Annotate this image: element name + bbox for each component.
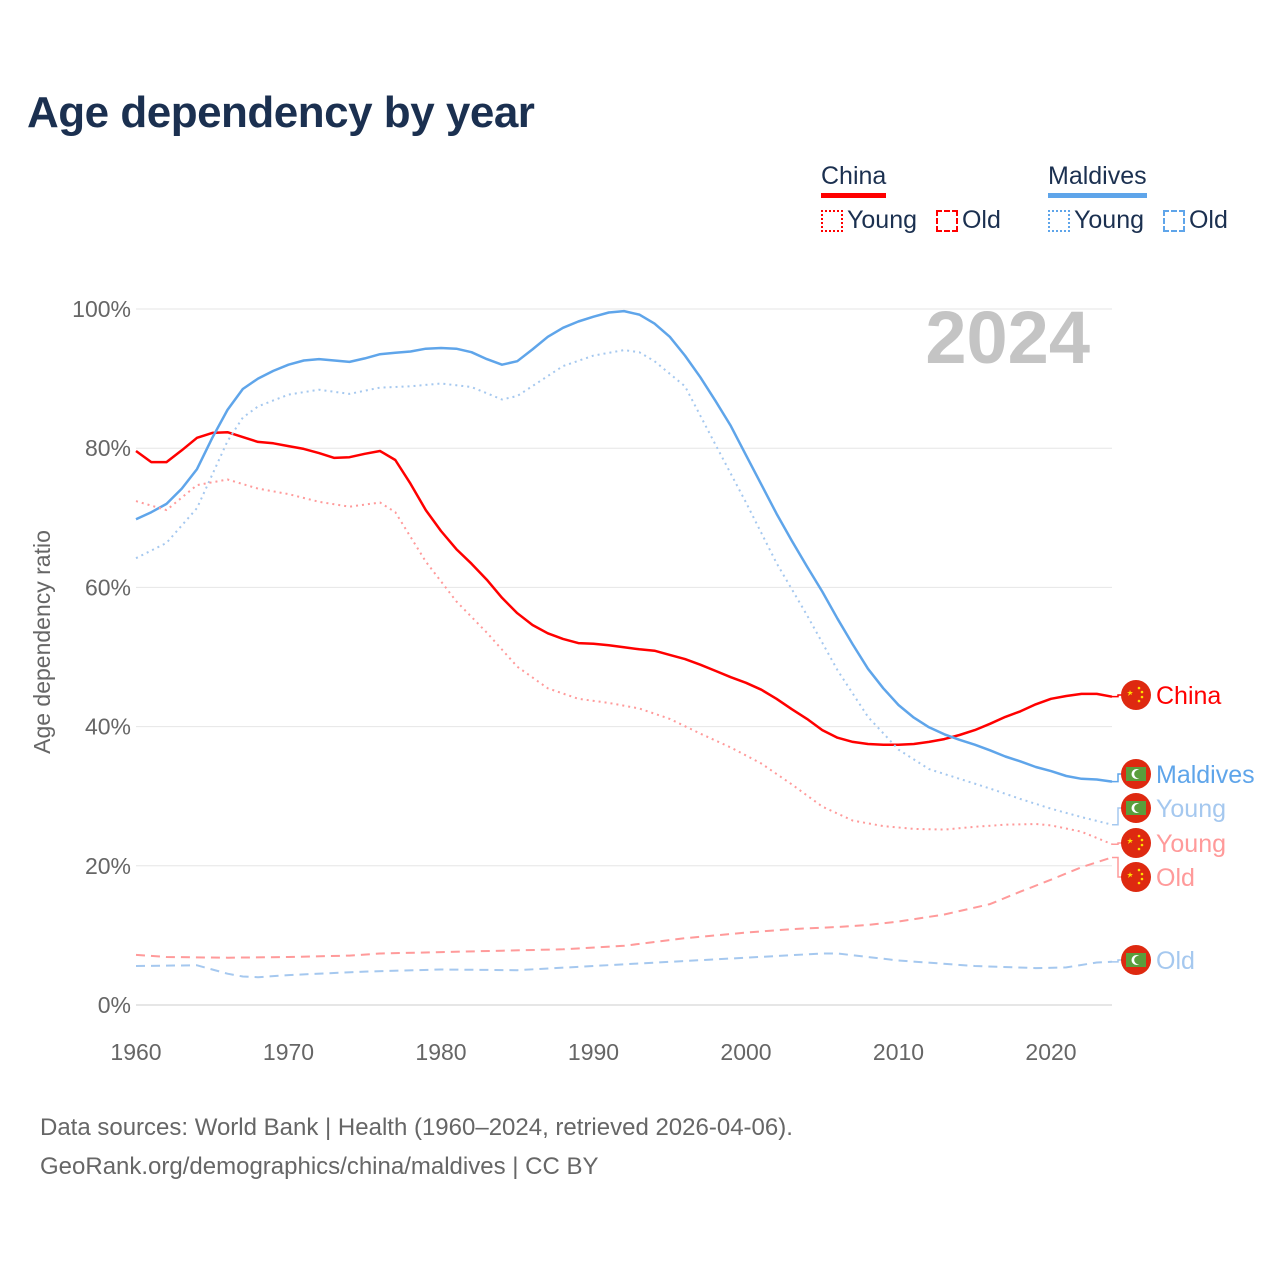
flag-star-icon <box>1137 868 1141 872</box>
x-tick-label: 1990 <box>568 1039 619 1065</box>
series-line-maldives-old <box>135 952 1113 979</box>
y-axis-label: Age dependency ratio <box>29 530 55 754</box>
legend-country-china: China <box>821 162 887 198</box>
flag-star-icon <box>1127 872 1133 878</box>
x-tick-label: 1960 <box>110 1039 161 1065</box>
legend-item-maldives-old: Old <box>1162 206 1228 235</box>
flag-star-icon <box>1137 686 1141 690</box>
legend-label: Young <box>847 206 917 234</box>
china-flag-icon <box>1121 862 1151 892</box>
flag-star-icon <box>1137 881 1141 885</box>
flag-star-icon <box>1140 877 1144 881</box>
legend-item-china-old: Old <box>935 206 1001 235</box>
x-tick-label: 1980 <box>415 1039 466 1065</box>
x-tick-label: 2000 <box>720 1039 771 1065</box>
label-connector <box>1112 773 1122 783</box>
flag-star-icon <box>1140 690 1144 694</box>
series-end-label: Old <box>1156 864 1195 892</box>
y-tick-label: 60% <box>85 574 131 600</box>
label-connector <box>1112 807 1122 826</box>
dashed-swatch-icon <box>935 209 958 232</box>
x-tick-label: 2020 <box>1025 1039 1076 1065</box>
series-end-label: China <box>1156 682 1221 710</box>
crescent-icon <box>1134 803 1143 813</box>
legend-item-maldives-young: Young <box>1048 206 1144 235</box>
y-tick-label: 100% <box>72 296 131 322</box>
flag-star-icon <box>1140 843 1144 847</box>
year-watermark: 2024 <box>925 296 1090 379</box>
legend-country-maldives: Maldives <box>1048 162 1147 198</box>
dashed-swatch-icon <box>1162 209 1185 232</box>
series-end-label: Young <box>1156 795 1226 823</box>
source-line-2: GeoRank.org/demographics/china/maldives … <box>40 1153 599 1180</box>
legend-label: Old <box>961 206 1001 234</box>
series-line-maldives-young <box>135 349 1113 826</box>
legend-label: Young <box>1074 206 1144 234</box>
crescent-icon <box>1134 955 1143 965</box>
y-tick-label: 0% <box>98 992 131 1018</box>
y-tick-label: 40% <box>85 714 131 740</box>
y-tick-label: 20% <box>85 853 131 879</box>
x-tick-label: 2010 <box>873 1039 924 1065</box>
label-connector <box>1112 959 1122 963</box>
y-tick-label: 80% <box>85 435 131 461</box>
series-line-maldives <box>135 309 1113 783</box>
flag-star-icon <box>1127 838 1133 844</box>
series-end-label: Old <box>1156 947 1195 975</box>
flag-star-icon <box>1140 872 1144 876</box>
crescent-icon <box>1134 769 1143 779</box>
source-line-1: Data sources: World Bank | Health (1960–… <box>40 1114 793 1141</box>
label-connector <box>1112 842 1122 845</box>
flag-star-icon <box>1140 695 1144 699</box>
legend-china: China Young Old <box>821 162 1013 239</box>
series-line-china-old <box>135 856 1113 959</box>
legend-item-china-young: Young <box>821 206 917 235</box>
china-flag-icon <box>1121 680 1151 710</box>
legend-label: Old <box>1188 206 1228 234</box>
flag-star-icon <box>1140 838 1144 842</box>
x-tick-label: 1970 <box>263 1039 314 1065</box>
series-end-label: Maldives <box>1156 761 1255 789</box>
source-note: Data sources: World Bank | Health (1960–… <box>40 1108 793 1186</box>
flag-star-icon <box>1137 699 1141 703</box>
dotted-swatch-icon <box>1048 209 1070 232</box>
flag-star-icon <box>1127 690 1133 696</box>
chart-title: Age dependency by year <box>27 88 535 137</box>
label-connector <box>1112 856 1122 878</box>
dotted-swatch-icon <box>821 209 843 232</box>
flag-star-icon <box>1137 847 1141 851</box>
china-flag-icon <box>1121 828 1151 858</box>
legend-maldives: Maldives Young Old <box>1048 162 1240 239</box>
series-end-label: Young <box>1156 830 1226 858</box>
series-line-china <box>135 430 1113 746</box>
flag-star-icon <box>1137 834 1141 838</box>
label-connector <box>1112 694 1122 698</box>
series-line-china-young <box>135 478 1113 846</box>
